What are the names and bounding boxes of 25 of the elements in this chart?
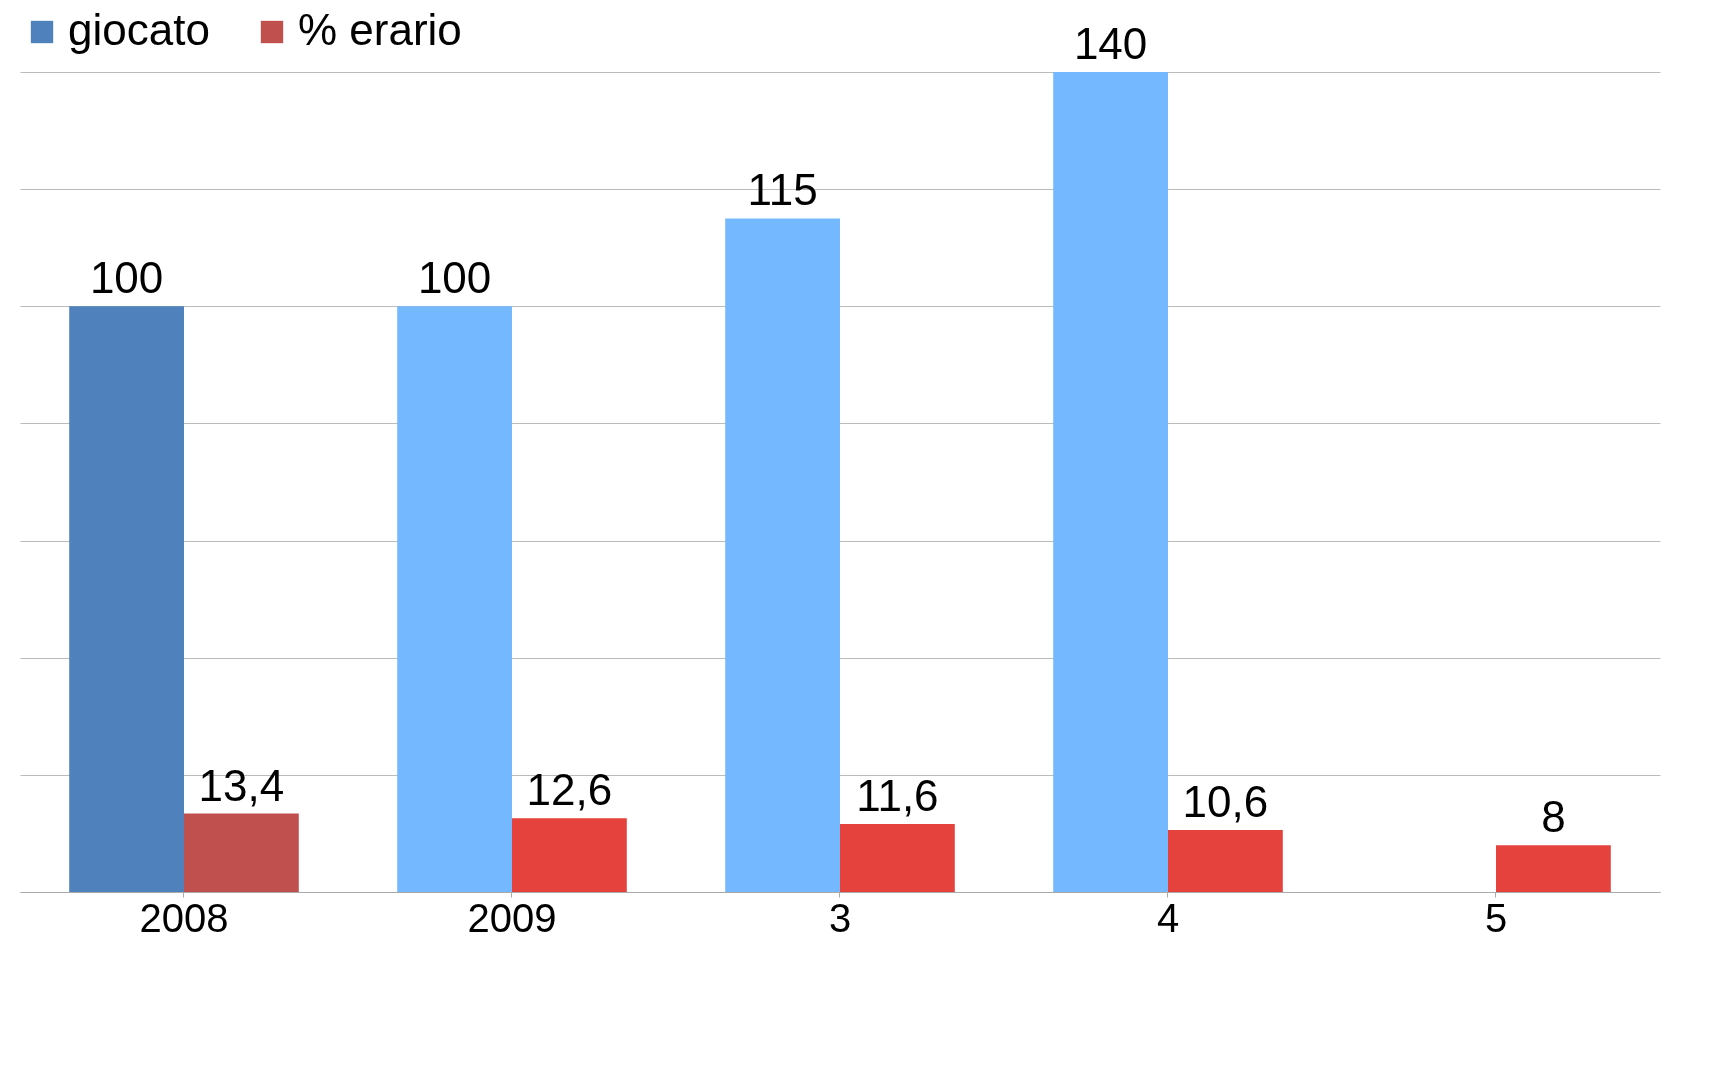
data-label: 13,4 <box>198 760 285 810</box>
bar <box>1053 72 1168 892</box>
x-tick-label: 4 <box>1156 895 1180 940</box>
x-tick-label: 5 <box>1484 895 1508 940</box>
data-label: 100 <box>89 253 164 303</box>
bar <box>1496 845 1611 892</box>
bar <box>397 306 512 892</box>
x-tick-label: 3 <box>828 895 852 940</box>
data-label: 115 <box>747 165 818 215</box>
data-label: 100 <box>417 253 492 303</box>
bar <box>725 218 840 892</box>
bar <box>69 306 184 892</box>
data-label: 140 <box>1073 19 1148 68</box>
x-tick-label: 2008 <box>139 895 229 940</box>
bar <box>184 813 299 892</box>
data-label: 10,6 <box>1182 776 1269 826</box>
data-label: 12,6 <box>526 765 613 815</box>
bar <box>1168 829 1283 892</box>
data-label: 11,6 <box>856 771 939 821</box>
bar <box>512 818 627 892</box>
x-tick-label: 2009 <box>467 895 557 940</box>
data-label: 8 <box>1541 792 1566 842</box>
bar <box>840 824 955 892</box>
legend-label: % erario <box>298 5 462 54</box>
legend-label: giocato <box>68 5 210 54</box>
